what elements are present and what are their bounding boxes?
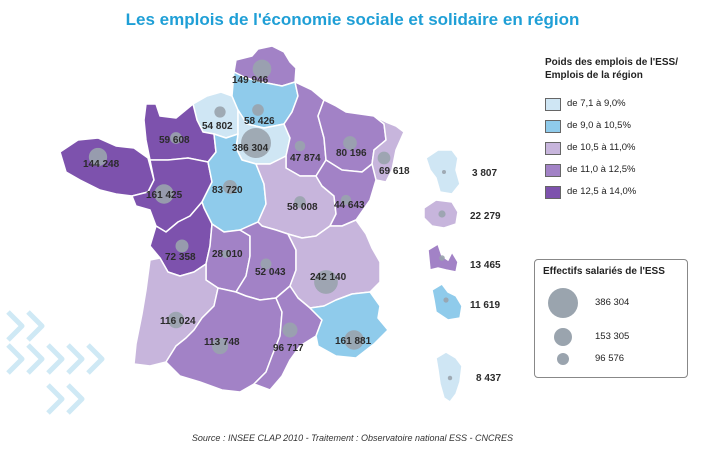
region-labels: 149 946 54 802 58 426 59 608 386 304 47 … — [83, 75, 501, 384]
proportional-circle — [241, 128, 271, 158]
label-languedoc-roussillon: 96 717 — [273, 343, 304, 354]
proportional-circle — [252, 104, 264, 116]
proportional-circle — [377, 151, 391, 165]
size-circle-small — [557, 353, 569, 365]
legend-swatch — [545, 142, 561, 155]
size-legend: Effectifs salariés de l'ESS 386 304 153 … — [534, 259, 688, 378]
proportional-circle — [294, 140, 306, 152]
label-guyane: 13 465 — [470, 260, 501, 271]
label-rhone-alpes: 242 140 — [310, 272, 347, 283]
size-circle-large — [548, 288, 578, 318]
label-poitou-charentes: 72 358 — [165, 252, 196, 263]
proportional-circle — [282, 322, 298, 338]
region-franche-comte[interactable] — [315, 159, 377, 227]
label-ile-de-france: 386 304 — [232, 143, 269, 154]
label-nord-pas-de-calais: 149 946 — [232, 75, 269, 86]
legend-item-label: de 7,1 à 9,0% — [567, 98, 626, 109]
label-la-reunion: 11 619 — [470, 300, 500, 311]
proportional-circle — [260, 258, 272, 270]
legend-item-label: de 10,5 à 11,0% — [567, 142, 636, 153]
size-circle-medium — [554, 328, 572, 346]
proportional-circle — [343, 136, 357, 150]
proportional-circle — [344, 330, 364, 350]
proportional-circle — [443, 297, 449, 303]
proportional-circle — [167, 311, 185, 329]
label-provence-alpes-cote-azur: 161 881 — [335, 336, 372, 347]
legend-title-line1: Poids des emplois de l'ESS/ — [545, 57, 678, 68]
proportional-circle — [211, 337, 229, 355]
region-languedoc-roussillon[interactable] — [253, 285, 323, 391]
legend-swatch — [545, 120, 561, 133]
label-alsace: 69 618 — [379, 166, 410, 177]
proportional-circle — [252, 59, 272, 79]
label-martinique: 22 279 — [470, 211, 501, 222]
legend-swatch — [545, 186, 561, 199]
label-aquitaine: 116 024 — [160, 316, 196, 327]
size-legend-value: 96 576 — [595, 353, 625, 364]
legend-swatch — [545, 164, 561, 177]
proportional-circle — [340, 194, 352, 206]
proportional-circle — [221, 249, 231, 259]
proportional-circle — [175, 239, 189, 253]
proportional-circle — [439, 255, 445, 261]
size-legend-title: Effectifs salariés de l'ESS — [543, 266, 665, 277]
label-basse-normandie: 59 608 — [159, 135, 190, 146]
region-alsace[interactable] — [371, 115, 405, 183]
proportional-circle — [223, 180, 237, 194]
proportional-circles — [88, 59, 453, 381]
proportional-circle — [447, 375, 453, 381]
label-franche-comte: 44 643 — [334, 200, 365, 211]
label-bourgogne: 58 008 — [287, 202, 318, 213]
label-haute-normandie: 54 802 — [202, 121, 233, 132]
proportional-circle — [214, 106, 226, 118]
map-title: Les emplois de l'économie sociale et sol… — [125, 10, 580, 29]
label-corse: 8 437 — [476, 373, 501, 384]
label-auvergne: 52 043 — [255, 267, 286, 278]
label-lorraine: 80 196 — [336, 148, 367, 159]
label-centre: 83 720 — [212, 185, 243, 196]
label-bretagne: 144 248 — [83, 159, 120, 170]
size-legend-value: 153 305 — [595, 331, 630, 342]
legend-item-label: de 9,0 à 10,5% — [567, 120, 631, 131]
label-midi-pyrenees: 113 748 — [204, 337, 240, 348]
label-limousin: 28 010 — [212, 249, 243, 260]
label-guadeloupe: 3 807 — [472, 168, 497, 179]
proportional-circle — [314, 270, 338, 294]
legend-swatch — [545, 98, 561, 111]
legend-item-label: de 11,0 à 12,5% — [567, 164, 636, 175]
proportional-circle — [294, 196, 306, 208]
legend-item-label: de 12,5 à 14,0% — [567, 186, 637, 197]
label-pays-de-la-loire: 161 425 — [146, 190, 183, 201]
decorative-chevrons — [6, 310, 105, 415]
legend-title-line2: Emplois de la région — [545, 70, 643, 81]
source-note: Source : INSEE CLAP 2010 - Traitement : … — [191, 433, 514, 443]
size-legend-circles — [548, 288, 578, 365]
proportional-circle — [438, 210, 446, 218]
legend-title: Poids des emplois de l'ESS/ Emplois de l… — [545, 56, 695, 82]
proportional-circle — [88, 147, 108, 167]
label-picardie: 58 426 — [244, 116, 275, 127]
size-legend-value: 386 304 — [595, 297, 630, 308]
proportional-circle — [442, 170, 446, 174]
label-champagne-ardenne: 47 874 — [290, 153, 321, 164]
proportional-circle — [170, 132, 182, 144]
proportional-circle — [154, 184, 174, 204]
region-provence-alpes-cote-azur[interactable] — [309, 291, 389, 359]
